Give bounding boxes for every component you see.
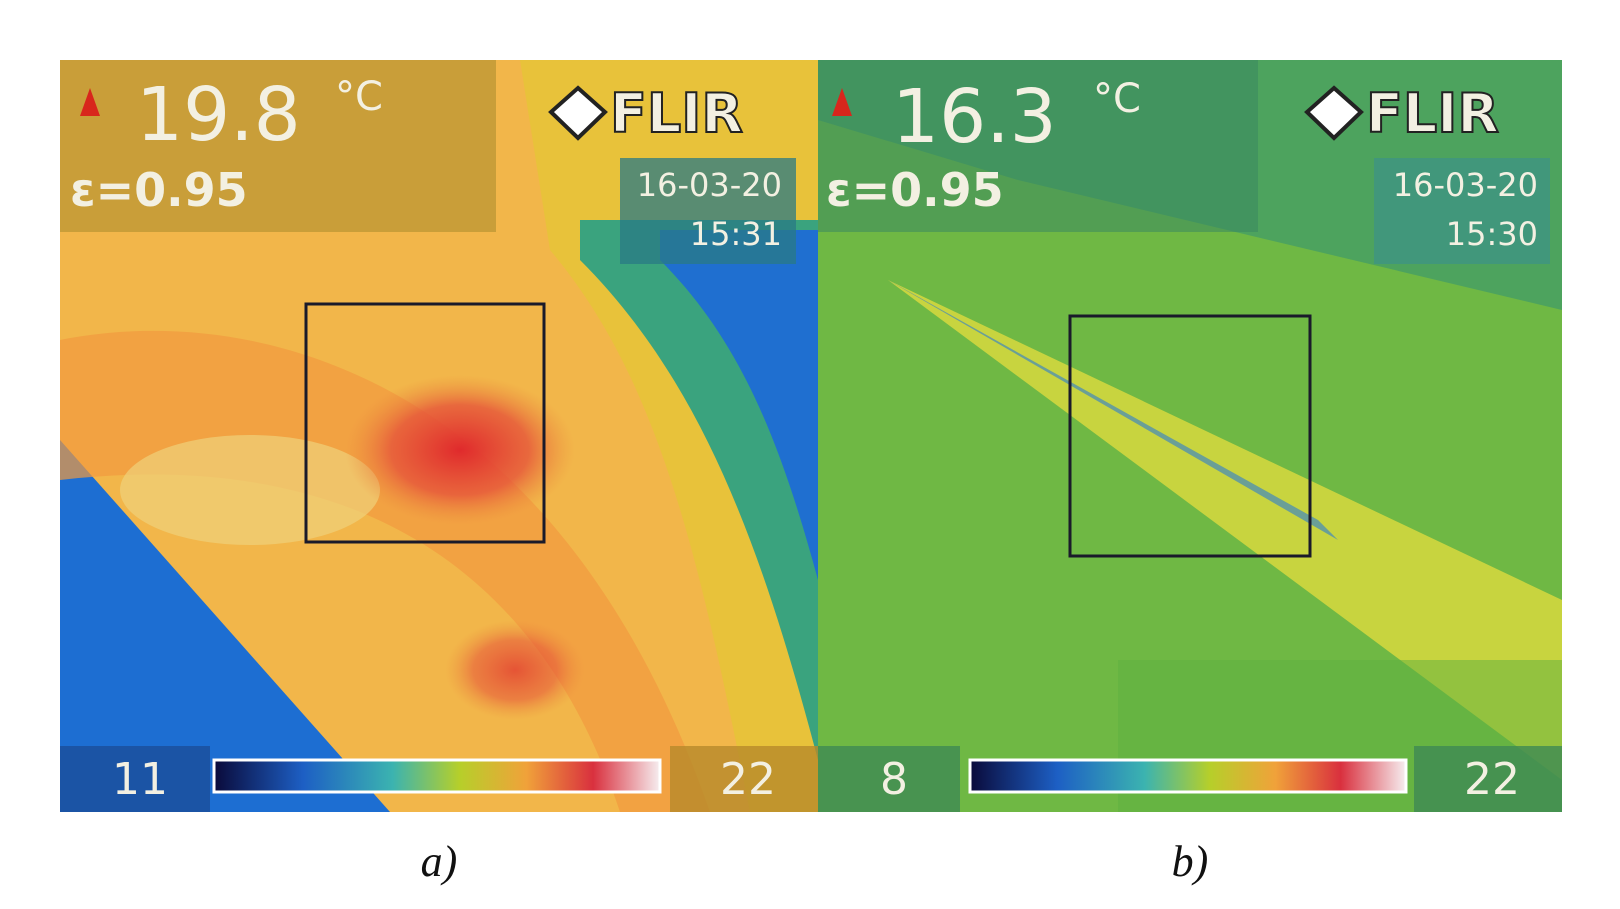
temperature: 19.8 [136, 72, 301, 158]
caption: a) [420, 837, 458, 886]
time: 15:30 [1446, 215, 1538, 253]
thermal-image: 19.8 °C ε=0.95 FLIR 16-03-20 15:31 11 22 [60, 60, 818, 812]
thermal-image: 16.3 °C ε=0.95 FLIR 16-03-20 15:30 8 22 [818, 60, 1562, 812]
temperature-unit: °C [335, 74, 383, 120]
temperature: 16.3 [892, 74, 1057, 160]
scale-min: 8 [880, 754, 908, 805]
logo: FLIR [1366, 82, 1499, 145]
date: 16-03-20 [1393, 166, 1538, 204]
emissivity: ε=0.95 [70, 163, 248, 217]
emissivity: ε=0.95 [826, 163, 1004, 217]
temperature-unit: °C [1093, 76, 1141, 122]
scale-min: 11 [112, 754, 168, 805]
caption: b) [1171, 837, 1209, 886]
time: 15:31 [690, 215, 782, 253]
scale-max: 22 [720, 754, 776, 805]
date: 16-03-20 [637, 166, 782, 204]
thermal-panel-a: 19.8 °C ε=0.95 FLIR 16-03-20 15:31 11 22 [60, 60, 818, 812]
thermal-panel-b: 16.3 °C ε=0.95 FLIR 16-03-20 15:30 8 22 [818, 60, 1562, 812]
scale-max: 22 [1464, 754, 1520, 805]
logo: FLIR [610, 82, 743, 145]
